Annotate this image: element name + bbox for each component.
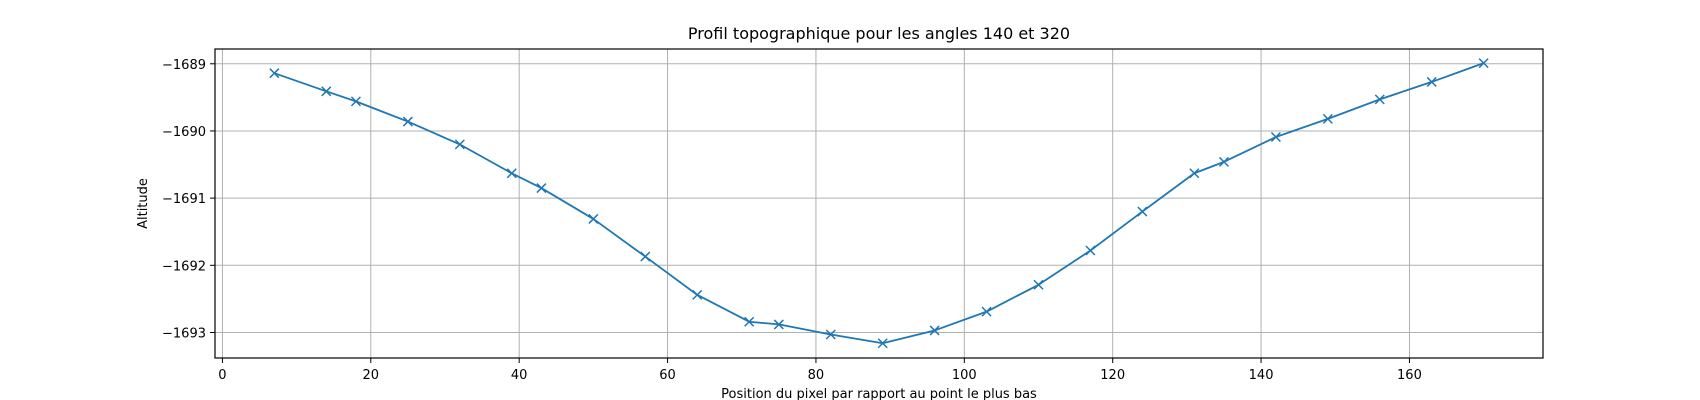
x-tick-label: 140 bbox=[1249, 368, 1274, 383]
y-tick-label: −1692 bbox=[162, 259, 206, 274]
data-point-marker bbox=[929, 325, 940, 336]
y-tick-label: −1693 bbox=[162, 326, 206, 341]
x-tick-label: 100 bbox=[952, 368, 977, 383]
data-point-marker bbox=[1270, 131, 1281, 143]
y-axis-label: Altitude bbox=[136, 178, 151, 229]
x-axis-label: Position du pixel par rapport au point l… bbox=[721, 387, 1037, 400]
x-tick-label: 40 bbox=[511, 368, 528, 383]
data-point-marker bbox=[454, 139, 465, 150]
data-point-marker bbox=[402, 116, 413, 127]
data-point-marker bbox=[1085, 245, 1096, 256]
data-point-marker bbox=[506, 168, 517, 179]
data-point-marker bbox=[981, 306, 992, 317]
y-tick-label: −1689 bbox=[162, 58, 206, 73]
x-tick-label: 120 bbox=[1100, 368, 1125, 383]
data-point-marker bbox=[877, 338, 888, 349]
data-point-marker bbox=[321, 86, 332, 97]
data-point-marker bbox=[588, 213, 599, 224]
ticks-layer: 0 20 40 60 80 100 120 140 160 −1693 −1692 −1691 −169… bbox=[162, 58, 1422, 383]
x-tick-label: 0 bbox=[218, 368, 226, 383]
data-point-marker bbox=[1478, 58, 1489, 69]
data-point-marker bbox=[692, 289, 703, 300]
x-tick-label: 20 bbox=[363, 368, 380, 383]
data-point-marker bbox=[825, 329, 836, 340]
series-line bbox=[274, 62, 1484, 345]
data-point-marker bbox=[1322, 113, 1333, 124]
grid-lines bbox=[215, 49, 1543, 358]
data-point-marker bbox=[1374, 94, 1385, 105]
data-point-marker bbox=[536, 183, 547, 194]
data-point-marker bbox=[1033, 279, 1044, 290]
data-point-marker bbox=[1218, 156, 1230, 167]
data-point-marker bbox=[1137, 206, 1148, 217]
x-tick-label: 160 bbox=[1397, 368, 1422, 383]
data-point-marker bbox=[744, 316, 755, 327]
x-tick-label: 80 bbox=[808, 368, 825, 383]
plot-frame bbox=[214, 48, 1544, 359]
data-point-marker bbox=[269, 68, 280, 79]
y-tick-label: −1690 bbox=[162, 125, 206, 140]
x-tick-label: 60 bbox=[659, 368, 676, 383]
data-point-marker bbox=[773, 319, 784, 330]
data-point-marker bbox=[1426, 76, 1437, 87]
y-tick-label: −1691 bbox=[162, 192, 206, 207]
data-point-marker bbox=[350, 96, 361, 107]
series-layer bbox=[269, 58, 1489, 349]
data-point-marker bbox=[1189, 168, 1200, 179]
data-point-marker bbox=[640, 251, 651, 262]
chart-title: Profil topographique pour les angles 140… bbox=[688, 24, 1070, 43]
